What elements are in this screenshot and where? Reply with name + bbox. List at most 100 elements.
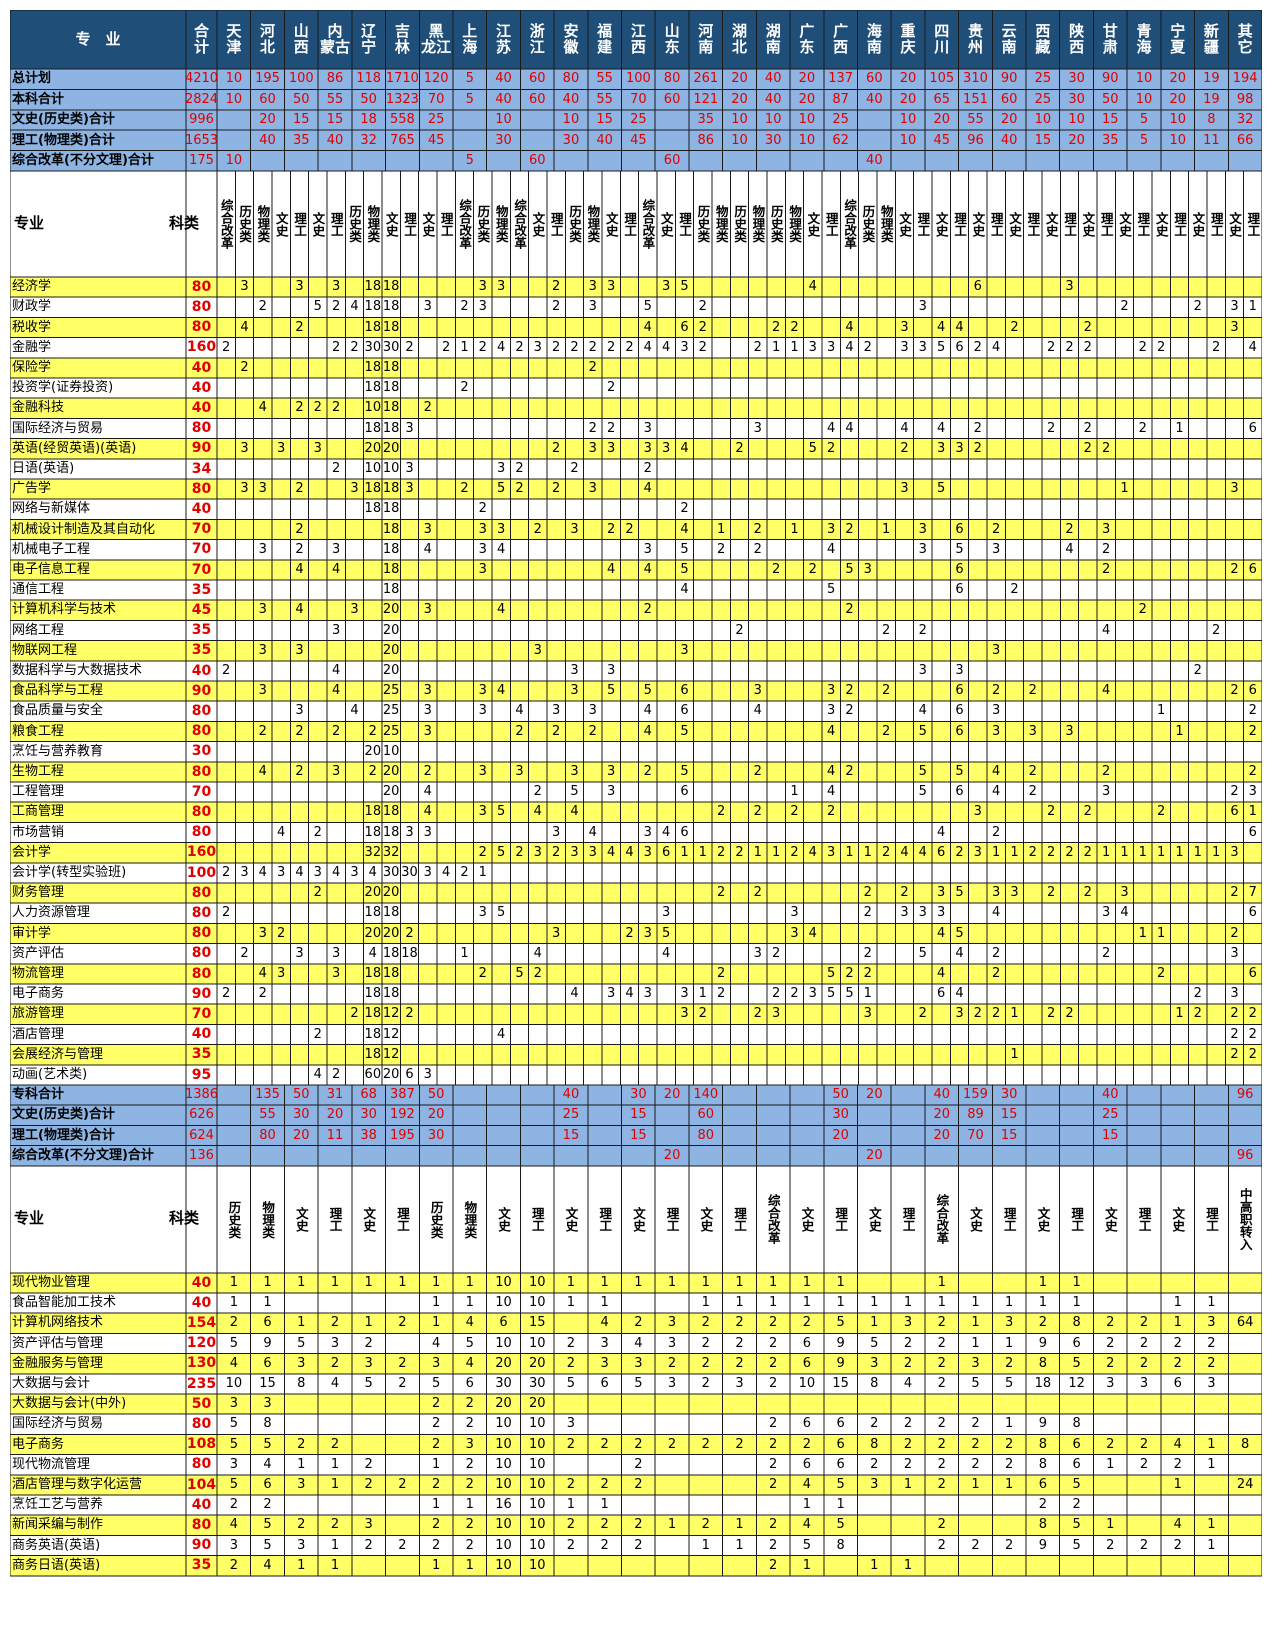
quota-cell: [822, 1004, 840, 1024]
quota-cell: [565, 277, 583, 297]
quota-cell: [584, 519, 602, 539]
quota-cell: [235, 580, 253, 600]
summary-cell: [1161, 151, 1195, 171]
quota-cell: 6: [405, 1067, 414, 1083]
summary-cell: [689, 151, 723, 171]
quota-cell: 1: [1106, 1517, 1115, 1533]
quota-cell: [1134, 297, 1152, 317]
quota-cell: [950, 641, 968, 661]
quota-cell: [492, 721, 510, 741]
quota-cell: [455, 519, 473, 539]
quota-cell: 1: [790, 339, 799, 355]
province-header-part: 广: [799, 21, 815, 40]
quota-cell: [1079, 398, 1097, 418]
quota-cell: [694, 903, 712, 923]
total-header: 合计: [186, 10, 217, 69]
quota-cell: [859, 1045, 877, 1065]
summary-cell: [487, 1085, 521, 1105]
quota-cell: [584, 863, 602, 883]
quota-cell: [712, 742, 730, 762]
quota-cell: 2: [364, 1335, 373, 1351]
summary-cell: [756, 151, 790, 171]
quota-cell: [749, 439, 767, 459]
quota-cell: 6: [802, 1416, 812, 1432]
summary-cell: [453, 110, 487, 130]
quota-cell: [217, 277, 235, 297]
quota-cell: [749, 984, 767, 1004]
quota-cell: 2: [1106, 1355, 1115, 1371]
quota-cell: [492, 620, 510, 640]
quota-cell: 3: [588, 279, 597, 295]
quota-cell: 3: [1230, 481, 1239, 497]
quota-cell: [1152, 721, 1170, 741]
quota-cell: 2: [552, 481, 561, 497]
quota-cell: [602, 883, 620, 903]
quota-cell: 18: [382, 299, 400, 315]
quota-cell: [675, 1024, 693, 1044]
quota-cell: 5: [497, 804, 506, 820]
province-header: 贵州: [959, 10, 993, 69]
quota-cell: 1: [971, 1335, 980, 1351]
quota-cell: [290, 883, 308, 903]
quota-cell: [235, 1004, 253, 1024]
quota-cell: 2: [588, 339, 597, 355]
quota-cell: 3: [533, 844, 542, 860]
quota-cell: 18: [382, 582, 400, 598]
quota-cell: [639, 1024, 657, 1044]
quota-cell: 1: [1010, 1006, 1019, 1022]
quota-cell: [1024, 418, 1042, 438]
subject-category: 文史: [383, 211, 399, 237]
quota-cell: [1134, 620, 1152, 640]
quota-cell: 3: [1207, 1376, 1216, 1392]
quota-cell: 4: [442, 865, 451, 881]
quota-cell: 5: [1072, 1355, 1081, 1371]
summary-cell: 25: [1102, 1107, 1119, 1123]
quota-cell: [1152, 540, 1170, 560]
quota-cell: [565, 1004, 583, 1024]
quota-cell: [455, 1045, 473, 1065]
quota-cell: [1161, 1556, 1195, 1576]
quota-cell: [1189, 560, 1207, 580]
quota-cell: [1042, 378, 1060, 398]
quota-cell: [1207, 822, 1225, 842]
quota-cell: 1: [735, 1275, 744, 1291]
quota-cell: 3: [465, 1436, 474, 1452]
quota-cell: [352, 1414, 386, 1434]
quota-cell: 2: [552, 723, 561, 739]
quota-cell: [785, 499, 803, 519]
quota-cell: [712, 600, 730, 620]
quota-cell: [437, 600, 455, 620]
quota-cell: 2: [971, 1436, 980, 1452]
quota-cell: [272, 459, 290, 479]
quota-cell: [822, 560, 840, 580]
quota-cell: [290, 580, 308, 600]
quota-cell: 3: [667, 1315, 677, 1331]
quota-cell: [840, 641, 858, 661]
quota-cell: [749, 964, 767, 984]
quota-cell: [419, 843, 437, 863]
summary-cell: 10: [495, 112, 512, 128]
quota-cell: 18: [382, 501, 400, 517]
quota-cell: 2: [607, 521, 616, 537]
quota-cell: 4: [258, 865, 267, 881]
quota-cell: [804, 903, 822, 923]
quota-cell: 32: [364, 844, 382, 860]
quota-cell: [1152, 499, 1170, 519]
quota-cell: [785, 378, 803, 398]
quota-cell: [1060, 358, 1078, 378]
quota-cell: [602, 297, 620, 317]
quota-cell: [235, 923, 253, 943]
quota-cell: [877, 944, 895, 964]
quota-cell: [1189, 923, 1207, 943]
quota-cell: [290, 802, 308, 822]
quota-cell: 2: [600, 1436, 609, 1452]
quota-cell: [1005, 600, 1023, 620]
quota-cell: 6: [600, 1376, 609, 1392]
major-total: 40: [191, 359, 212, 376]
quota-cell: [622, 1556, 656, 1576]
quota-cell: [565, 580, 583, 600]
quota-cell: [474, 661, 492, 681]
province-header-part: 东: [664, 37, 680, 56]
quota-cell: 30: [382, 339, 400, 355]
quota-cell: [1115, 418, 1133, 438]
